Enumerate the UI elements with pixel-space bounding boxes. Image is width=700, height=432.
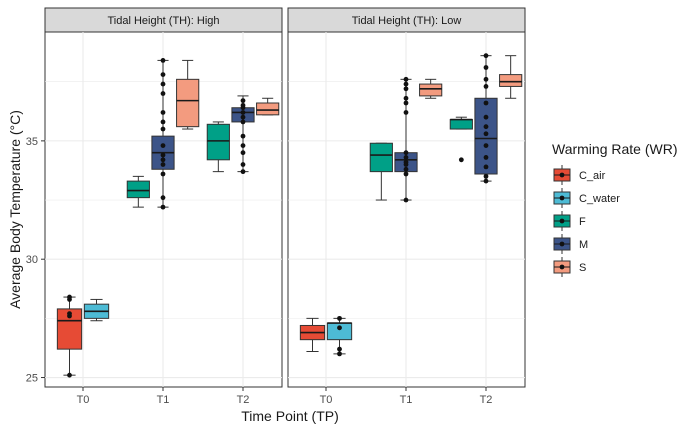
legend-key-point-s (559, 264, 565, 270)
legend-label-m: M (579, 239, 588, 251)
box-t2-f-point (458, 157, 464, 163)
box-t2-s-box (256, 102, 280, 116)
legend-label-c-air: C_air (579, 170, 606, 182)
box-t2-m-point (240, 98, 246, 104)
box-t1-s-box (419, 83, 443, 97)
box-t1-m-point (160, 119, 166, 125)
box-t0-c-air-point (67, 294, 72, 300)
box-t0-c-air-point (67, 311, 72, 317)
box-t2-m-point (483, 143, 489, 149)
box-t1-m-point (403, 150, 409, 156)
box-t2-s-box (499, 74, 523, 87)
box-t2-f-box (449, 119, 473, 130)
box-t2-m-point (483, 155, 489, 160)
panel-strip-high (44, 7, 283, 33)
box-t2-m-point (483, 164, 489, 170)
box-t1-f-box (126, 180, 150, 199)
box-t0-c-water-point (337, 325, 342, 331)
box-t2-m-point (483, 84, 489, 89)
box-t0-c-water-point (337, 351, 342, 357)
box-t1-m-point (160, 162, 166, 167)
y-tick-label-30: 30 (26, 254, 38, 266)
panel-low: Tidal Height (TH): Low (287, 7, 526, 388)
panel-high: Tidal Height (TH): High (44, 7, 283, 388)
box-t1-m-point (403, 197, 409, 203)
box-t1-m-point (403, 110, 409, 115)
box-t2-m-point (240, 150, 246, 156)
box-t1-m-point (160, 152, 166, 158)
legend-key-point-f (559, 218, 565, 224)
box-t1-m-point (403, 86, 409, 92)
legend: Warming Rate (WR) C_air C_water FMS (552, 141, 678, 277)
box-t2-m-point (483, 76, 489, 82)
box-t2-m-point (483, 65, 489, 70)
box-t0-c-air-point (67, 372, 72, 378)
box-t1-m-point (403, 100, 409, 106)
box-t2-m-point (240, 110, 246, 115)
box-t1-m-point (160, 204, 166, 210)
legend-label-s: S (579, 262, 586, 274)
y-tick-label-25: 25 (26, 373, 38, 385)
box-t1-m-point (160, 81, 166, 87)
box-t1-m-point (403, 95, 409, 101)
x-tick-label-t1: T1 (400, 394, 413, 406)
box-t2-m-point (240, 119, 246, 125)
box-t0-c-water-point (337, 346, 342, 352)
x-tick-label-t0: T0 (77, 394, 90, 406)
legend-key-point-m (559, 241, 565, 247)
box-t2-m-point (483, 178, 489, 184)
box-t2-m-point (240, 114, 246, 120)
box-t1-m-point (160, 58, 166, 63)
y-axis-title: Average Body Temperature (°C) (7, 110, 23, 309)
box-t1-s-box (176, 78, 200, 128)
legend-label-f: F (579, 216, 586, 228)
panel-title-low: Tidal Height (TH): Low (352, 15, 462, 27)
x-tick-label-t2: T2 (237, 394, 250, 406)
box-t2-m-point (483, 53, 489, 59)
box-t1-m-point (160, 157, 166, 163)
x-tick-label-t2: T2 (480, 394, 493, 406)
y-axis: 25 30 35 (26, 136, 45, 385)
box-t1-f-box (369, 142, 393, 173)
box-t1-m-point (160, 72, 166, 77)
box-t2-m-point (240, 162, 246, 167)
box-t1-m-point (403, 76, 409, 82)
box-t2-m-point (483, 114, 489, 120)
box-t1-m-point (160, 195, 166, 201)
box-t1-m-point (403, 166, 409, 172)
x-tick-label-t0: T0 (320, 394, 333, 406)
box-t1-m-point (160, 126, 166, 132)
legend-label-c-water: C_water (579, 193, 620, 205)
box-t2-m-point (483, 100, 489, 106)
legend-title: Warming Rate (WR) (552, 141, 678, 157)
x-axis-title: Time Point (TP) (241, 408, 339, 424)
y-tick-label-35: 35 (26, 136, 38, 148)
box-t2-m-point (240, 143, 246, 149)
box-t2-m-point (483, 131, 489, 137)
box-t1-m-point (160, 91, 166, 96)
x-axis: T0 T1 T2 T0 T1 T2 (77, 387, 493, 406)
box-t2-m-point (240, 102, 246, 108)
box-t1-m-point (403, 171, 409, 177)
legend-key-point-c-air (559, 172, 565, 178)
box-t1-m-point (403, 81, 409, 87)
box-t2-f-box (206, 123, 230, 161)
panel-title-high: Tidal Height (TH): High (107, 15, 219, 27)
box-t1-m-point (403, 155, 409, 160)
box-t0-c-water-point (337, 315, 342, 321)
box-t2-m-point (240, 169, 246, 175)
box-t1-m-point (160, 110, 166, 115)
box-t2-m-point (483, 124, 489, 130)
box-t2-m-point (483, 173, 489, 179)
x-tick-label-t1: T1 (157, 394, 170, 406)
box-t1-m-point (403, 159, 409, 165)
box-t1-m-point (160, 171, 166, 177)
box-t2-m-point (240, 133, 246, 139)
box-t1-m-point (160, 143, 166, 149)
legend-key-point-c-water (559, 195, 565, 201)
